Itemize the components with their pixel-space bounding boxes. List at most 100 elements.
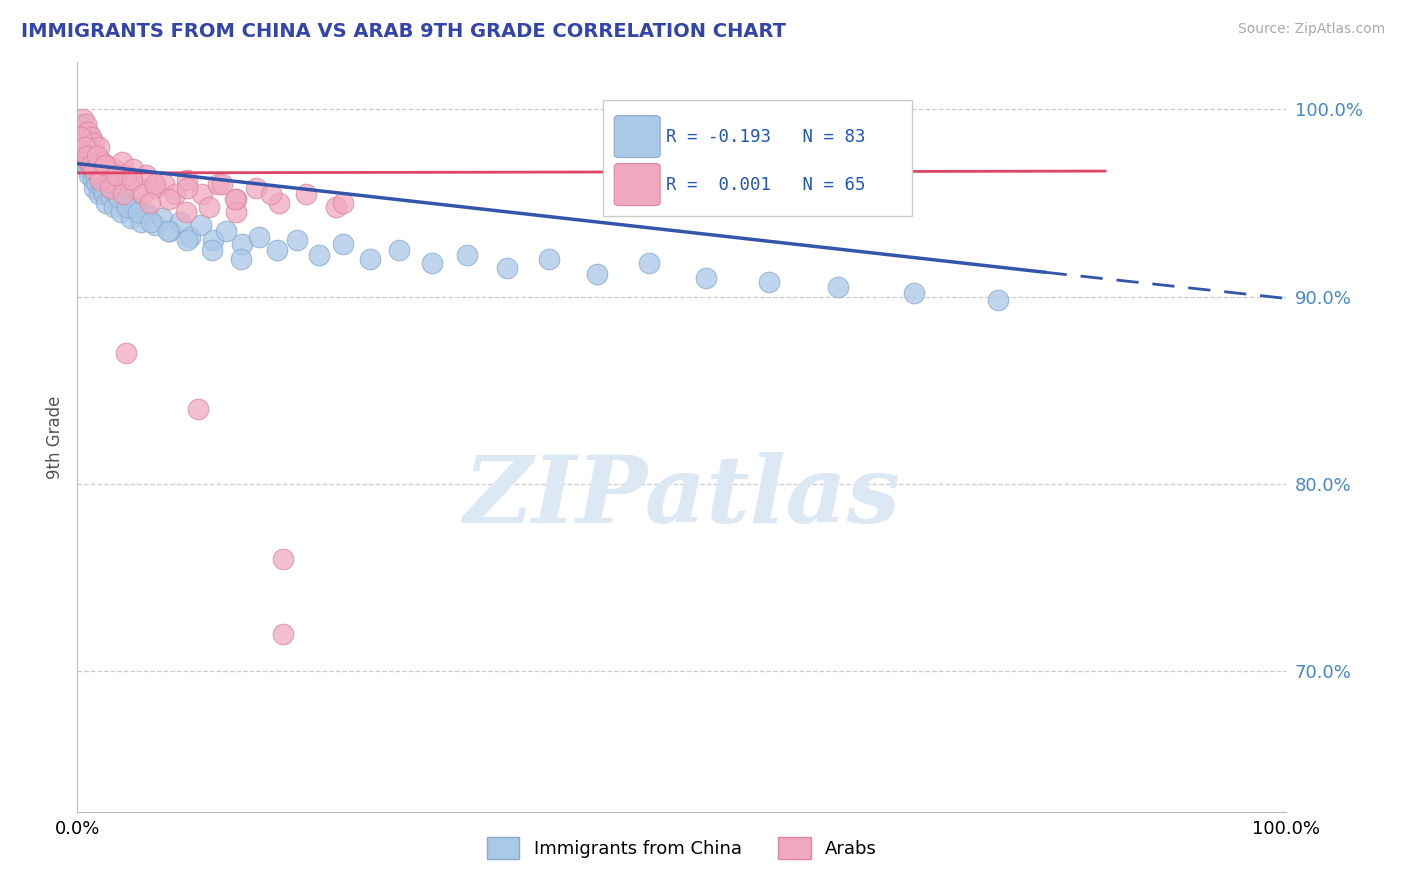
Point [420,256,443,270]
Text: IMMIGRANTS FROM CHINA VS ARAB 9TH GRADE CORRELATION CHART: IMMIGRANTS FROM CHINA VS ARAB 9TH GRADE … [21,22,786,41]
Point [93,168,115,182]
Point [332,195,354,210]
Point [131,186,153,201]
Point [110,205,132,219]
Point [70,130,93,145]
Point [82,149,104,163]
Point [75,136,97,150]
Point [87,186,110,201]
Point [75,130,97,145]
Point [82,158,104,172]
Text: R = -0.193   N = 83: R = -0.193 N = 83 [666,128,866,145]
Point [84,168,107,182]
Point [120,211,142,225]
Point [73,144,96,158]
Point [83,136,105,150]
Point [114,345,136,359]
Legend: Immigrants from China, Arabs: Immigrants from China, Arabs [479,830,884,866]
Point [245,181,267,195]
Point [100,181,122,195]
Point [159,224,181,238]
Point [80,162,103,177]
Point [638,256,661,270]
Point [79,130,101,145]
Point [105,177,128,191]
Point [87,154,110,169]
Point [127,205,149,219]
Point [79,144,101,158]
Point [70,136,93,150]
Text: Source: ZipAtlas.com: Source: ZipAtlas.com [1237,22,1385,37]
Point [86,158,108,172]
Point [79,154,101,169]
Point [139,214,162,228]
Text: R =  0.001   N = 65: R = 0.001 N = 65 [666,176,866,194]
Point [69,125,91,139]
Point [70,120,93,135]
Point [72,154,94,169]
Point [96,195,118,210]
Point [76,149,98,163]
Point [537,252,560,266]
Point [86,149,108,163]
Point [114,195,136,210]
Point [76,145,98,160]
Point [143,219,166,233]
Point [72,112,94,126]
Point [229,252,252,266]
Point [211,177,233,191]
Point [89,164,111,178]
Point [231,237,253,252]
Point [187,401,209,416]
Point [82,171,104,186]
Point [89,173,111,187]
Point [269,195,291,210]
Point [139,195,162,210]
Point [201,233,224,247]
Point [157,192,180,206]
Point [135,168,157,182]
Point [121,173,143,187]
Point [215,224,238,238]
Point [89,173,111,187]
Point [72,125,94,139]
Point [90,181,112,195]
Point [271,551,294,566]
Point [190,219,212,233]
Point [115,168,138,182]
Point [105,168,128,182]
Point [86,177,108,191]
Point [165,186,187,201]
Point [105,186,128,201]
FancyBboxPatch shape [614,163,661,205]
Point [176,173,198,187]
Point [131,214,153,228]
Point [157,224,180,238]
Point [266,243,288,257]
Point [176,181,198,195]
Point [112,186,135,201]
Point [103,200,125,214]
Point [77,162,100,177]
Point [76,149,98,163]
Point [169,214,191,228]
Point [100,190,122,204]
FancyBboxPatch shape [603,100,911,216]
Point [198,200,221,214]
Text: ZIPatlas: ZIPatlas [464,452,900,542]
Point [124,200,146,214]
Point [456,248,478,262]
Point [332,237,354,252]
Point [224,192,246,206]
Point [87,139,110,153]
Point [247,229,270,244]
Point [98,181,121,195]
Point [79,154,101,169]
Point [87,162,110,177]
Point [94,173,117,187]
Point [128,181,150,195]
Point [94,158,117,172]
Point [103,162,125,177]
Point [325,200,347,214]
Point [73,125,96,139]
